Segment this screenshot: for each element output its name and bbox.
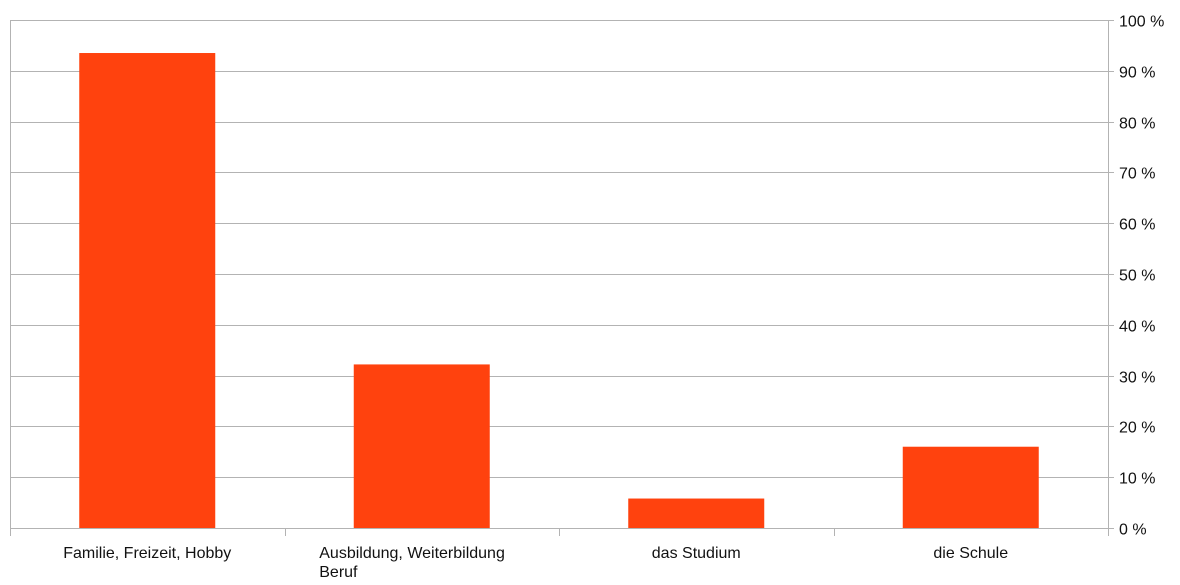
y-tick-label: 60 %	[1119, 217, 1155, 234]
y-tick-label: 10 %	[1119, 471, 1155, 488]
y-tick-label: 20 %	[1119, 420, 1155, 437]
x-tick-label: das Studium	[652, 545, 741, 562]
x-tick-label: die Schule	[933, 545, 1008, 562]
bar	[79, 53, 216, 529]
bar	[353, 364, 490, 528]
bar	[628, 498, 765, 528]
axes	[10, 20, 1114, 536]
x-tick-label: Ausbildung, Weiterbildung	[319, 545, 505, 562]
labels: 0 % 10 % 20 % 30 % 40 % 50 % 60 % 70 % 80 % 90 % 1…	[63, 14, 1164, 582]
bars	[79, 53, 1039, 529]
y-tick-label: 100 %	[1119, 14, 1164, 31]
x-tick-label: Familie, Freizeit, Hobby	[63, 545, 231, 562]
y-tick-label: 70 %	[1119, 166, 1155, 183]
y-tick-label: 90 %	[1119, 65, 1155, 82]
x-tick-label: Beruf	[319, 564, 358, 580]
bar	[902, 446, 1039, 528]
y-tick-label: 30 %	[1119, 370, 1155, 387]
y-tick-label: 0 %	[1119, 522, 1147, 539]
y-tick-label: 40 %	[1119, 319, 1155, 336]
y-tick-label: 50 %	[1119, 268, 1155, 285]
y-tick-label: 80 %	[1119, 116, 1155, 133]
